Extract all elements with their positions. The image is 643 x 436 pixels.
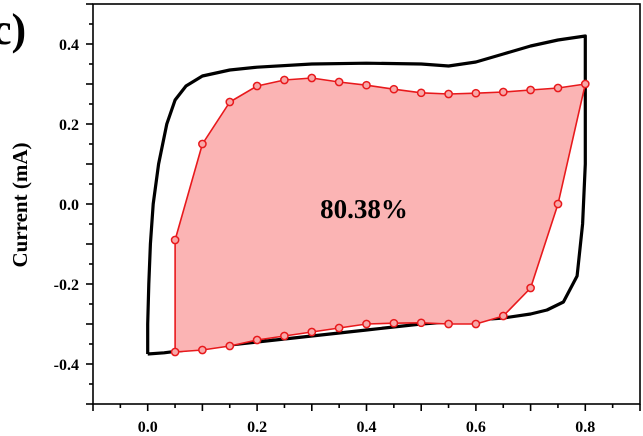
x-tick-label: 0.4 xyxy=(357,419,377,436)
series-1-point xyxy=(198,139,207,149)
series-layer xyxy=(146,34,590,357)
series-1-point xyxy=(198,345,207,355)
y-tick-label: -0.2 xyxy=(54,277,79,294)
series-1-point xyxy=(498,311,508,321)
series-1-point xyxy=(252,81,262,91)
y-tick-label: 0.0 xyxy=(59,197,79,214)
series-1-point xyxy=(280,75,289,85)
series-1-point xyxy=(307,73,317,83)
series-1-point xyxy=(416,318,426,328)
series-1-point xyxy=(225,97,235,107)
series-1-point xyxy=(553,199,563,209)
series-1-point xyxy=(580,79,590,89)
series-1-point xyxy=(225,341,235,351)
series-1-point xyxy=(526,85,535,95)
series-1-fill xyxy=(175,78,586,352)
series-1-point xyxy=(471,319,481,329)
panel-label: c) xyxy=(0,5,26,54)
series-1-point xyxy=(280,331,289,341)
series-1-point xyxy=(362,80,371,90)
series-1-point xyxy=(416,88,426,98)
series-1-point xyxy=(389,318,399,328)
x-tick-label: 0.2 xyxy=(247,419,267,436)
y-tick-label: -0.4 xyxy=(54,357,79,374)
y-tick-label: 0.2 xyxy=(59,117,79,134)
series-1-point xyxy=(498,87,508,97)
series-1-point xyxy=(307,327,317,337)
series-1-point xyxy=(444,319,453,329)
x-tick-label: 0.0 xyxy=(138,419,158,436)
series-1-point xyxy=(170,235,180,245)
series-1-point xyxy=(471,88,481,98)
series-1-point xyxy=(444,89,453,99)
series-1-line xyxy=(174,77,587,353)
axes-layer: 0.0 0.2 0.4 0.6 0.8 -0.4 -0.2 0.0 0.2 0.4 xyxy=(54,3,641,436)
y-tick-label: 0.4 xyxy=(59,37,79,54)
series-1-point xyxy=(389,84,399,94)
series-1-point xyxy=(252,335,262,345)
series-1-point xyxy=(334,77,344,87)
efficiency-annotation: 80.38% xyxy=(320,194,408,224)
series-1-point xyxy=(526,283,535,293)
y-axis-label: Current (mA) xyxy=(8,142,32,267)
series-1-point xyxy=(553,83,563,93)
x-tick-label: 0.6 xyxy=(466,419,486,436)
x-tick-label: 0.8 xyxy=(575,419,595,436)
series-1-point xyxy=(362,319,371,329)
series-1-point xyxy=(334,323,344,333)
series-1-point xyxy=(170,347,180,357)
